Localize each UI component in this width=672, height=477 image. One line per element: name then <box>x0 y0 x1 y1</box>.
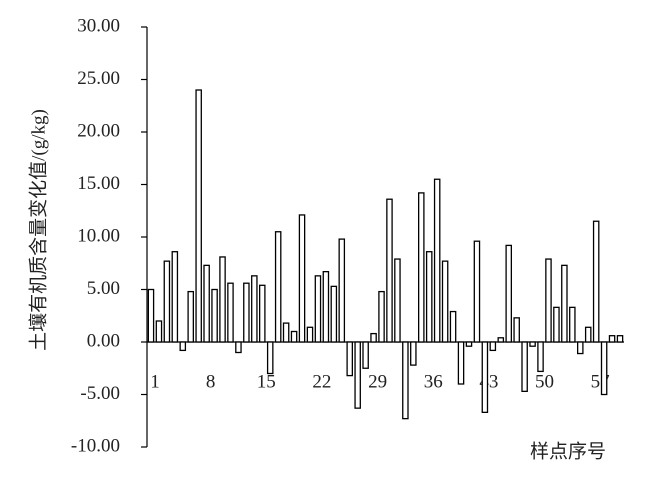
bar <box>354 341 361 409</box>
bar <box>179 341 187 352</box>
bar <box>537 341 544 373</box>
bar <box>243 282 250 343</box>
bar <box>553 306 560 343</box>
y-tick-label: 15.00 <box>77 173 120 194</box>
bar <box>410 341 417 366</box>
y-tick-label: -10.00 <box>71 435 120 456</box>
bar <box>616 335 624 343</box>
bar <box>370 332 377 343</box>
bar <box>163 260 171 343</box>
bar <box>545 258 552 343</box>
bar <box>433 178 441 343</box>
bar <box>521 341 528 392</box>
bar <box>203 264 210 343</box>
bar <box>259 284 266 343</box>
bar <box>266 341 274 375</box>
y-tick-label: -5.00 <box>80 383 120 404</box>
y-tick-label: 20.00 <box>77 120 120 141</box>
bar <box>346 341 353 377</box>
bar <box>529 341 536 347</box>
bar <box>147 288 155 343</box>
bar <box>394 258 401 343</box>
y-tick-label: 5.00 <box>87 278 120 299</box>
bar <box>402 341 409 420</box>
y-tick-label: 0.00 <box>87 330 120 351</box>
bar <box>195 89 202 343</box>
bar <box>274 231 282 343</box>
bar <box>378 290 385 343</box>
bar <box>481 341 489 413</box>
x-tick-label: 22 <box>312 371 331 392</box>
bar <box>561 264 568 343</box>
bar <box>171 251 179 343</box>
bar <box>497 337 505 343</box>
x-tick-label: 36 <box>424 371 443 392</box>
bar <box>465 341 473 347</box>
bar <box>362 341 369 369</box>
bar <box>251 275 258 343</box>
x-tick-label: 50 <box>535 371 554 392</box>
y-tick-label: 25.00 <box>77 68 120 89</box>
bar <box>505 244 512 343</box>
bar <box>608 335 616 343</box>
bar <box>322 270 330 343</box>
bar <box>569 306 576 343</box>
bar <box>449 310 457 343</box>
bar <box>282 322 290 343</box>
bar <box>219 256 226 343</box>
bar <box>577 341 584 355</box>
x-tick-label: 15 <box>257 371 276 392</box>
bar <box>227 282 234 343</box>
x-tick-label: 8 <box>206 371 216 392</box>
bar <box>584 326 592 343</box>
bar <box>298 214 306 343</box>
bar <box>513 317 520 343</box>
bar <box>418 192 425 343</box>
bar <box>592 220 600 343</box>
x-axis-label: 样点序号 <box>530 440 606 462</box>
bar <box>314 275 322 343</box>
bar <box>211 288 218 343</box>
x-tick-label: 29 <box>368 371 387 392</box>
bar <box>330 285 338 343</box>
y-axis-label: 土壤有机质含量变化值/(g/kg) <box>27 109 49 351</box>
x-tick-label: 1 <box>150 371 160 392</box>
bar <box>425 251 433 343</box>
bar <box>290 330 298 343</box>
bar <box>473 240 481 343</box>
bar <box>386 198 393 343</box>
bar <box>457 341 465 385</box>
bar <box>338 238 346 343</box>
bar <box>306 326 314 343</box>
y-tick-label: 10.00 <box>77 225 120 246</box>
bar <box>235 341 242 354</box>
y-tick-label: 30.00 <box>77 15 120 36</box>
bar <box>187 290 194 343</box>
bar <box>155 320 163 343</box>
bar <box>441 260 449 343</box>
bar <box>489 341 497 352</box>
bar <box>600 341 608 396</box>
